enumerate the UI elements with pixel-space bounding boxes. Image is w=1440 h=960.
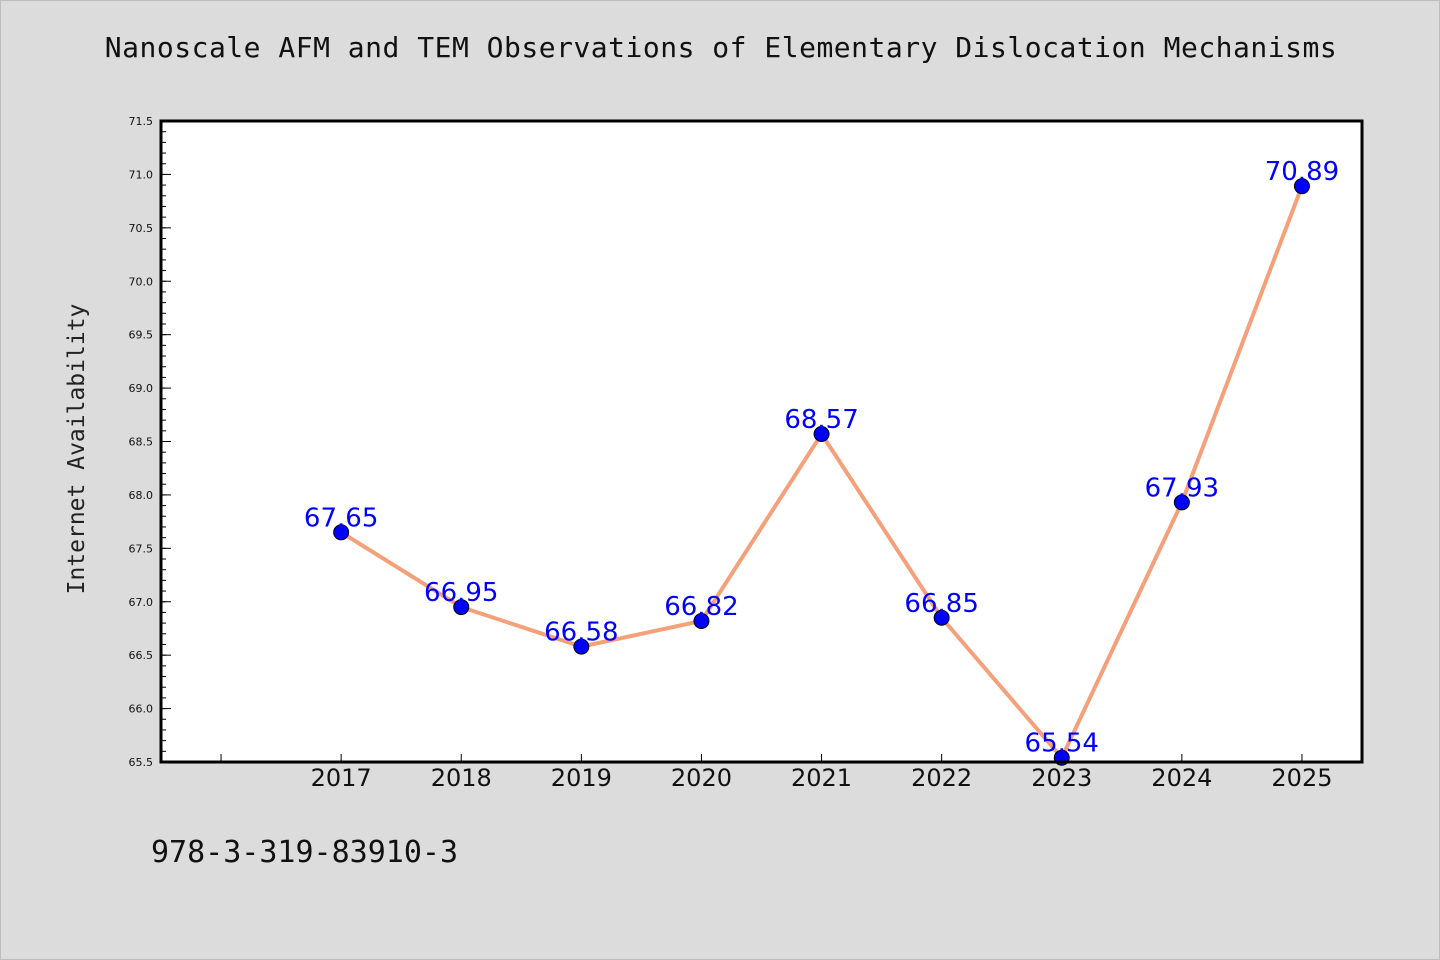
x-tick-label: 2025	[1271, 764, 1332, 792]
data-point	[333, 524, 350, 541]
x-tick-label: 2020	[671, 764, 732, 792]
y-tick-label: 66.5	[129, 649, 154, 662]
y-tick-label: 66.0	[129, 703, 154, 716]
y-axis: 65.5 66.0 66.5 67.0 67.5 68.0 68.5 69.0 69.5 70.0…	[129, 115, 171, 769]
y-tick-label: 65.5	[129, 756, 154, 769]
data-label: 66.95	[424, 578, 498, 608]
data-point	[933, 609, 950, 626]
y-tick-label: 67.0	[129, 596, 154, 609]
y-tick-label: 68.0	[129, 489, 154, 502]
data-point	[1173, 494, 1190, 511]
y-tick-label: 70.5	[129, 222, 154, 235]
x-tick-label: 2018	[431, 764, 492, 792]
data-label: 67.93	[1145, 473, 1219, 503]
data-point	[453, 599, 470, 616]
x-tick-label: 2022	[911, 764, 972, 792]
data-label: 65.54	[1025, 729, 1099, 759]
data-label: 66.82	[664, 592, 738, 622]
data-point	[813, 426, 830, 443]
data-label: 66.58	[544, 618, 618, 648]
data-point	[573, 638, 590, 655]
x-tick-label: 2023	[1031, 764, 1092, 792]
data-label: 68.57	[784, 405, 858, 435]
x-tick-label: 2019	[551, 764, 612, 792]
x-axis: 2017 2018 2019 2020 2021 2022 2023 2024 2025	[220, 754, 1332, 792]
plot-frame	[159, 119, 1364, 764]
footer-code: 978-3-319-83910-3	[151, 835, 459, 870]
y-tick-label: 69.5	[129, 329, 154, 342]
y-tick-label: 67.5	[129, 542, 154, 555]
chart-title: Nanoscale AFM and TEM Observations of El…	[104, 31, 1338, 64]
x-tick-label: 2017	[311, 764, 372, 792]
y-tick-label: 70.0	[129, 275, 154, 288]
series-group: 67.65 66.95 66.58 66.82 68.57 66.85 65.54 67.93…	[304, 157, 1339, 766]
y-tick-label: 71.0	[129, 168, 154, 181]
data-label: 67.65	[304, 503, 378, 533]
data-label: 66.85	[904, 589, 978, 619]
y-tick-label: 68.5	[129, 436, 154, 449]
x-tick-label: 2024	[1151, 764, 1212, 792]
y-tick-label: 69.0	[129, 382, 154, 395]
data-label: 70.89	[1265, 157, 1339, 187]
plot-area	[161, 121, 1362, 762]
data-point	[693, 612, 710, 629]
x-tick-label: 2021	[791, 764, 852, 792]
y-tick-label: 71.5	[129, 115, 154, 128]
data-point	[1293, 178, 1310, 195]
